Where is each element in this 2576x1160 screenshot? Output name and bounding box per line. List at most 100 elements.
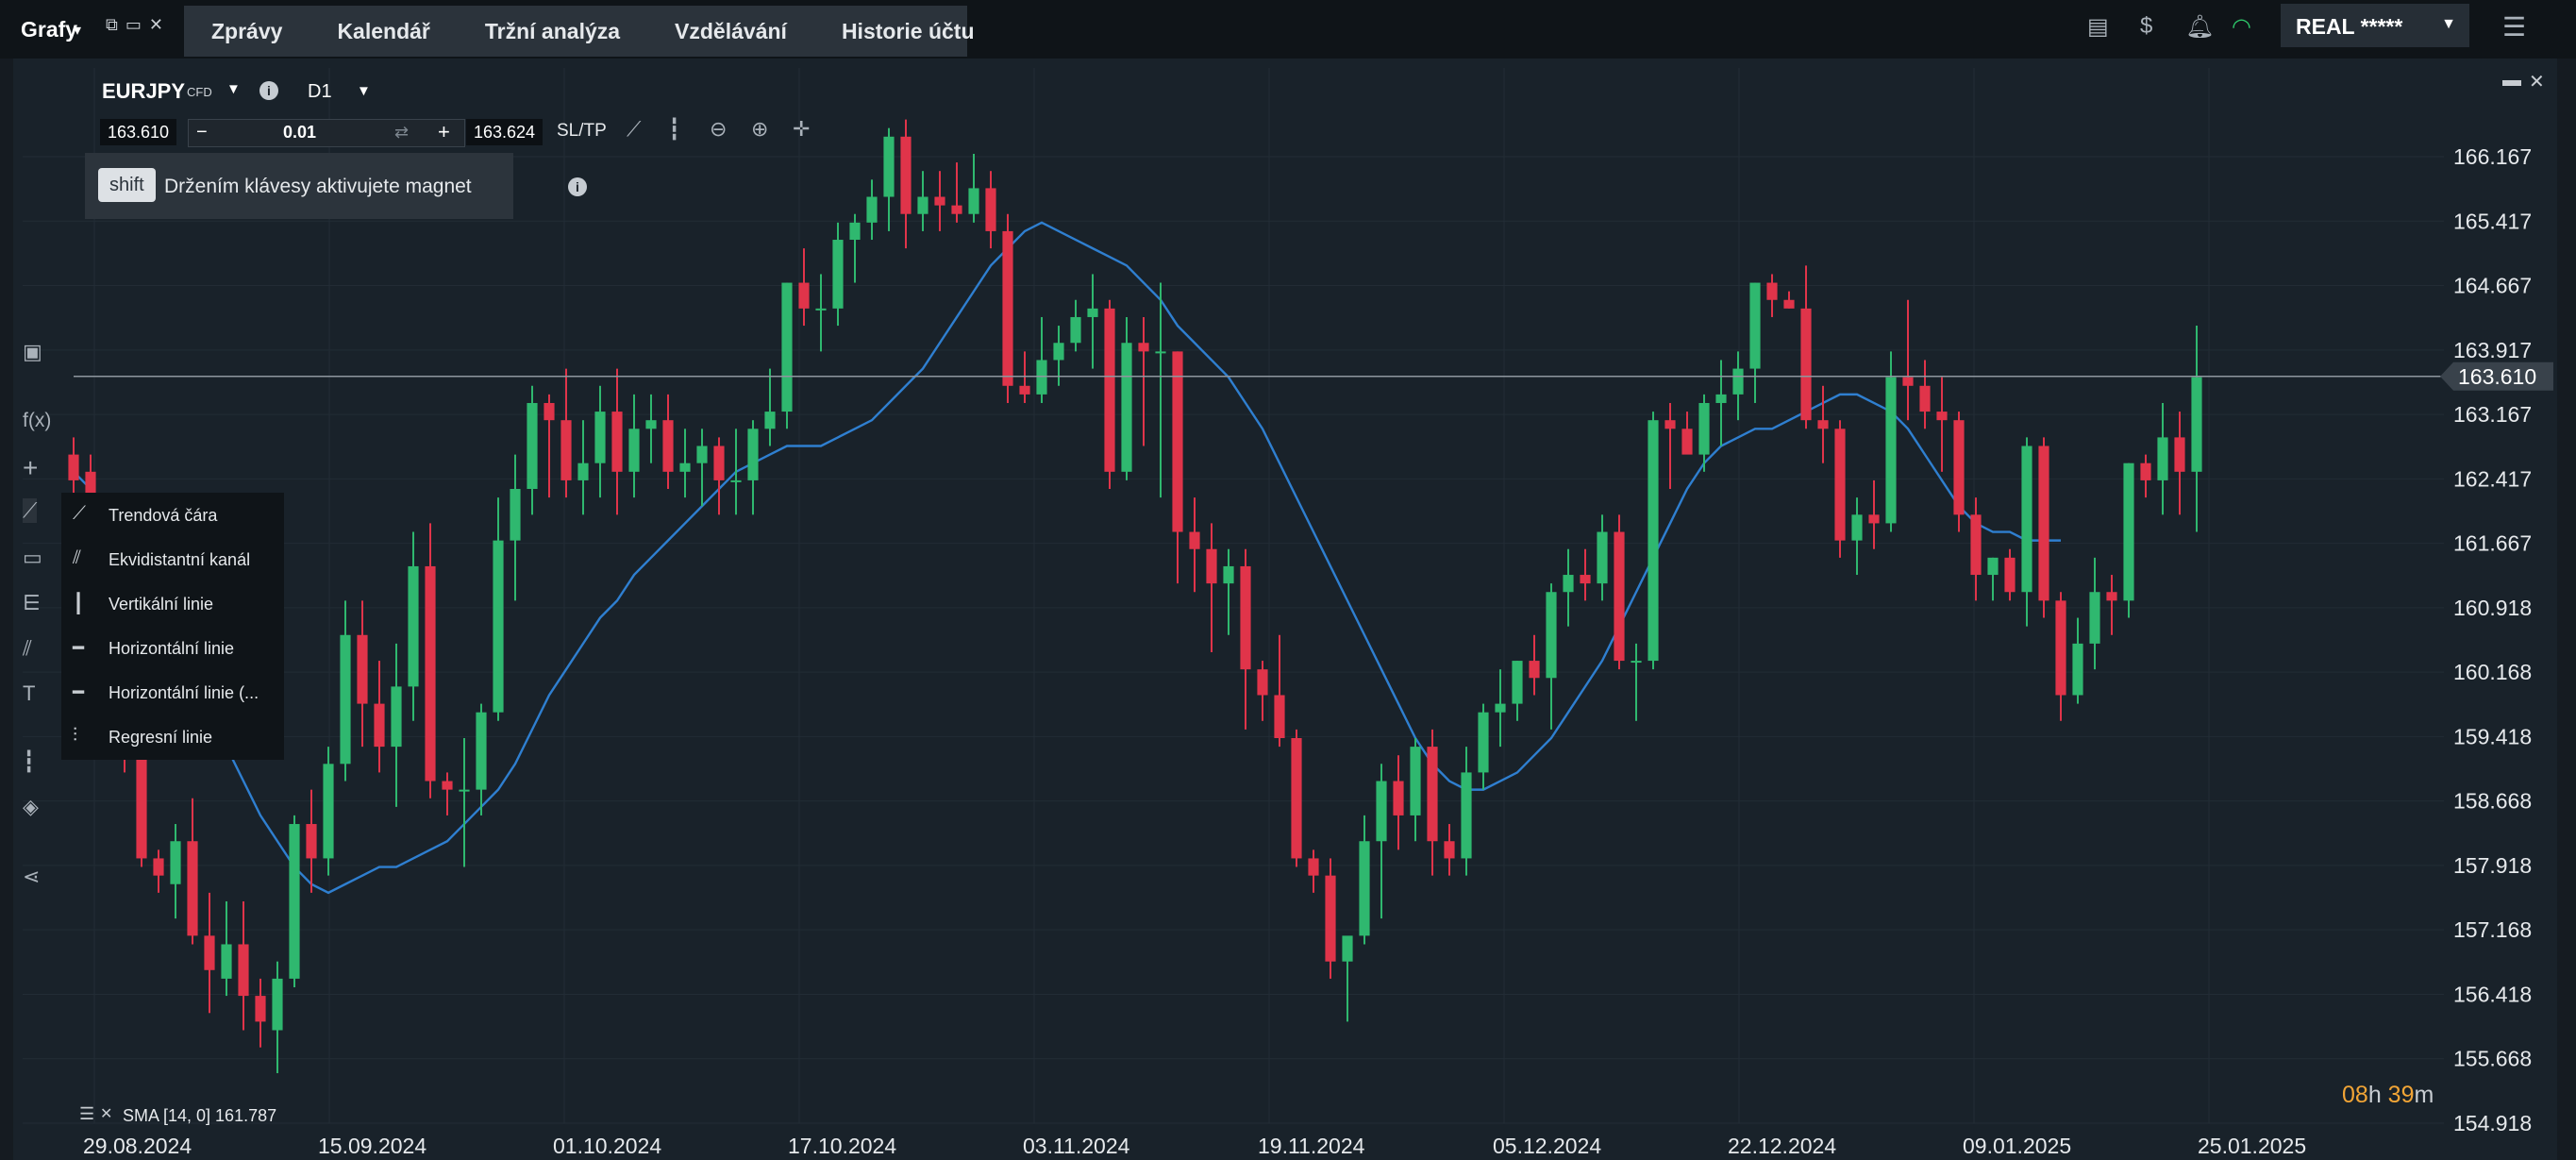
brand-menu[interactable]: Grafy bbox=[21, 17, 78, 42]
zoom-in-icon[interactable]: ⊕ bbox=[751, 117, 769, 141]
menu-item-trendline[interactable]: ⟋ Trendová čára bbox=[61, 493, 284, 537]
candles-icon[interactable]: ┇ bbox=[668, 117, 681, 141]
screen-icon[interactable]: ▣ bbox=[23, 340, 42, 363]
close-panel-icon[interactable]: ✕ bbox=[2529, 72, 2545, 92]
candle-body bbox=[1495, 703, 1506, 713]
chevron-down-icon[interactable]: ▾ bbox=[74, 23, 82, 39]
current-price-tag bbox=[2440, 361, 2553, 391]
info-icon[interactable]: i bbox=[568, 177, 587, 196]
menu-icon[interactable]: ☰ bbox=[2502, 12, 2527, 42]
candle-body bbox=[1919, 385, 1931, 412]
quantity-stepper: − 0.01 ⇄ + bbox=[188, 119, 465, 147]
y-tick-label: 159.418 bbox=[2453, 724, 2532, 748]
candle-body bbox=[1631, 661, 1642, 664]
indicator-label[interactable]: SMA [14, 0] 161.787 bbox=[123, 1106, 277, 1125]
zoom-out-icon[interactable]: ⊖ bbox=[710, 117, 728, 141]
nav-item-education[interactable]: Vzdělávání bbox=[675, 18, 787, 43]
share-icon[interactable]: ⋖ bbox=[23, 865, 41, 888]
candle-body bbox=[2055, 600, 2066, 696]
popout-icon[interactable]: ⧉ bbox=[106, 15, 118, 34]
candle-body bbox=[459, 789, 470, 792]
close-icon[interactable]: ✕ bbox=[100, 1106, 113, 1122]
menu-item-horizontal-ray[interactable]: ━ Horizontální linie (... bbox=[61, 670, 284, 714]
y-tick-label: 157.918 bbox=[2453, 853, 2532, 878]
candle-body bbox=[798, 282, 810, 309]
candle-body bbox=[747, 429, 759, 480]
candle-body bbox=[1036, 360, 1047, 395]
candle-body bbox=[1461, 772, 1472, 859]
fibonacci-icon[interactable]: ⋿ bbox=[23, 591, 42, 614]
chart-panel[interactable] bbox=[13, 59, 2557, 1160]
menu-item-regression[interactable]: ⫶ Regresní linie bbox=[61, 714, 284, 759]
function-icon[interactable]: f(x) bbox=[23, 410, 52, 431]
candle-body bbox=[1749, 282, 1761, 369]
close-icon[interactable]: ✕ bbox=[148, 15, 163, 34]
minus-button[interactable]: − bbox=[196, 122, 208, 143]
pitchfork-icon[interactable]: ⫽ bbox=[23, 636, 32, 660]
candle-body bbox=[1240, 565, 1251, 670]
candle-body bbox=[968, 188, 979, 214]
info-icon[interactable]: i bbox=[259, 81, 278, 100]
crosshair-icon[interactable]: + bbox=[23, 453, 39, 482]
bid-price[interactable]: 163.610 bbox=[100, 119, 177, 145]
bell-icon[interactable]: 🔔︎ bbox=[2185, 14, 2215, 40]
ask-price[interactable]: 163.624 bbox=[466, 119, 544, 145]
account-selector[interactable]: REAL ***** ▼ bbox=[2281, 4, 2469, 47]
minimize-panel-icon[interactable]: ▬ bbox=[2502, 70, 2521, 91]
sltp-button[interactable]: SL/TP bbox=[557, 121, 607, 141]
candle-body bbox=[645, 420, 657, 429]
candle-body bbox=[544, 402, 555, 421]
candle-body bbox=[1987, 557, 1999, 576]
nav-item-calendar[interactable]: Kalendář bbox=[337, 18, 430, 43]
crosshair-icon[interactable]: ✛ bbox=[793, 117, 811, 141]
line-chart-icon[interactable]: ⟋ bbox=[627, 117, 642, 141]
candle-body bbox=[1223, 565, 1234, 584]
quantity-value[interactable]: 0.01 bbox=[283, 123, 317, 142]
x-tick-label: 22.12.2024 bbox=[1728, 1134, 1836, 1158]
indicators-icon[interactable]: ┇ bbox=[23, 749, 36, 773]
chevron-down-icon: ▼ bbox=[2441, 16, 2456, 32]
trendline-icon[interactable]: ⟋ bbox=[23, 498, 38, 523]
sma-line bbox=[73, 221, 2061, 895]
menu-item-vertical-line[interactable]: ┃ Vertikální linie bbox=[61, 581, 284, 626]
current-price-label: 163.610 bbox=[2458, 364, 2536, 389]
drawing-tools-menu: ⟋ Trendová čára ⫽ Ekvidistantní kanál ┃ … bbox=[61, 493, 284, 760]
symbol-name[interactable]: EURJPY bbox=[102, 79, 186, 103]
top-bar: Grafy ▾ ⧉ ▭ ✕ Zprávy Kalendář Tržní anal… bbox=[0, 0, 2576, 59]
chevron-down-icon[interactable]: ▼ bbox=[357, 83, 371, 99]
timeframe-select[interactable]: D1 bbox=[308, 81, 332, 102]
indicator-menu-icon[interactable]: ☰ bbox=[79, 1104, 95, 1123]
rectangle-icon[interactable]: ▭ bbox=[23, 546, 42, 569]
nav-item-market-analysis[interactable]: Tržní analýza bbox=[484, 18, 621, 43]
dollar-signal-icon[interactable]: $ bbox=[2140, 13, 2153, 39]
candle-body bbox=[510, 489, 521, 541]
menu-item-horizontal-line[interactable]: ━ Horizontální linie bbox=[61, 626, 284, 670]
candle-body bbox=[1546, 592, 1557, 679]
wifi-icon: ◠ bbox=[2232, 14, 2251, 40]
menu-item-channel[interactable]: ⫽ Ekvidistantní kanál bbox=[61, 537, 284, 581]
y-tick-label: 160.918 bbox=[2453, 596, 2532, 620]
candle-body bbox=[730, 479, 742, 482]
layers-icon[interactable]: ◈ bbox=[23, 795, 39, 818]
candle-body bbox=[1291, 738, 1302, 859]
candle-body bbox=[1121, 343, 1132, 472]
y-tick-label: 155.668 bbox=[2453, 1047, 2532, 1071]
candle-body bbox=[679, 462, 691, 472]
text-icon[interactable]: T bbox=[23, 681, 36, 705]
maximize-icon[interactable]: ▭ bbox=[125, 15, 142, 34]
plus-button[interactable]: + bbox=[438, 120, 450, 143]
swap-icon[interactable]: ⇄ bbox=[394, 123, 410, 142]
layout-icon[interactable]: ▤ bbox=[2087, 14, 2109, 40]
y-tick-label: 154.918 bbox=[2453, 1111, 2532, 1135]
channel-icon: ⫽ bbox=[73, 547, 81, 568]
candle-body bbox=[1376, 781, 1387, 842]
nav-item-account-history[interactable]: Historie účtu bbox=[841, 18, 975, 43]
candle-body bbox=[662, 420, 674, 472]
candle-body bbox=[866, 196, 878, 223]
chevron-down-icon[interactable]: ▼ bbox=[226, 81, 241, 97]
nav-item-news[interactable]: Zprávy bbox=[211, 18, 283, 43]
candle-body bbox=[560, 420, 572, 480]
candle-body bbox=[1529, 661, 1540, 679]
menu-item-label: Horizontální linie bbox=[109, 639, 235, 658]
